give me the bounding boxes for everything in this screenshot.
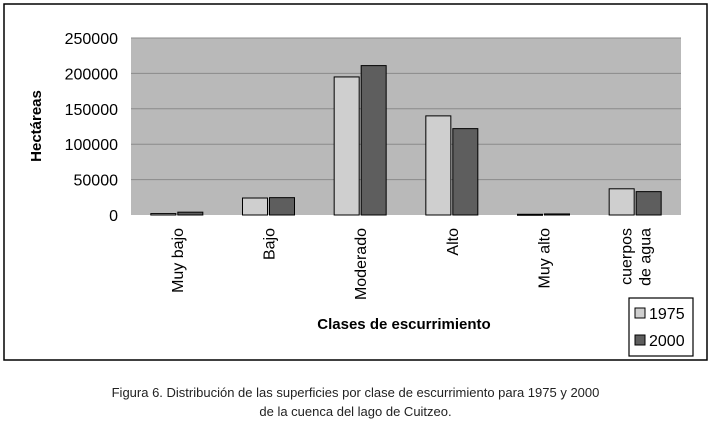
x-axis-title: Clases de escurrimiento [317, 316, 490, 333]
bar-1975-1 [242, 197, 268, 216]
y-tick-label: 100000 [65, 137, 118, 154]
x-tick-label-line: Muy bajo [170, 228, 187, 293]
x-tick-label-0: Muy bajo [170, 228, 187, 293]
x-tick-label-line: de agua [638, 228, 655, 286]
y-axis-ticks: 0 50000 100000 150000 200000 250000 [65, 31, 118, 225]
y-tick-label: 200000 [65, 66, 118, 83]
y-tick-label: 50000 [74, 173, 119, 190]
bar-1975-5 [608, 188, 635, 216]
x-tick-label-5: cuerpos de agua [619, 228, 655, 286]
y-tick-label: 0 [109, 208, 118, 225]
x-axis-ticks: Muy bajo Bajo Moderado Alto Muy alto cuerpos d… [170, 228, 655, 300]
x-tick-label-line: Moderado [353, 228, 370, 300]
y-axis-title: Hectáreas [28, 90, 45, 162]
x-tick-label-3: Alto [445, 228, 462, 256]
legend-label-2000: 2000 [649, 333, 685, 350]
bar-1975-4 [517, 213, 543, 216]
legend-swatch-2000 [634, 334, 646, 346]
bar-2000-2 [360, 65, 387, 216]
figure-caption-line-2: de la cuenca del lago de Cuitzeo. [259, 404, 452, 419]
bar-2000-0 [177, 211, 204, 216]
legend-swatch-1975 [634, 307, 646, 319]
figure-caption-line-1: Figura 6. Distribución de las superficie… [111, 385, 600, 400]
bar-2000-4 [544, 213, 570, 216]
bar-1975-3 [425, 115, 452, 216]
x-tick-label-line: cuerpos [619, 228, 636, 285]
bar-2000-3 [452, 128, 479, 216]
x-tick-label-4: Muy alto [537, 228, 554, 289]
bar-2000-1 [269, 197, 295, 216]
x-tick-label-2: Moderado [353, 228, 370, 300]
gridlines [131, 37, 681, 181]
bar-2000-5 [635, 191, 662, 216]
legend-label-1975: 1975 [649, 306, 685, 323]
y-tick-label: 250000 [65, 31, 118, 48]
x-tick-label-line: Muy alto [537, 228, 554, 289]
y-tick-label: 150000 [65, 102, 118, 119]
x-tick-label-line: Bajo [262, 228, 279, 260]
plot-area [131, 38, 681, 215]
bar-1975-0 [150, 213, 177, 216]
legend: 1975 2000 [628, 297, 694, 357]
x-tick-label-line: Alto [445, 228, 462, 256]
bars [150, 65, 662, 216]
bar-1975-2 [333, 76, 360, 216]
x-tick-label-1: Bajo [262, 228, 279, 260]
